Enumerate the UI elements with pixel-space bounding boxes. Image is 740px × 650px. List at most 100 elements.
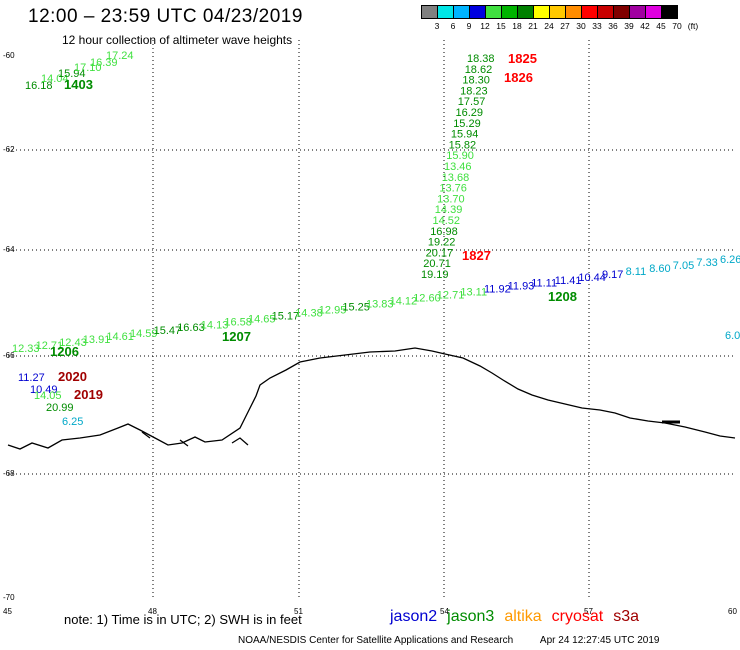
pass-time-label: 1825 bbox=[508, 51, 537, 66]
wave-height-label: 20.99 bbox=[46, 402, 74, 414]
wave-height-label: 6.0 bbox=[725, 330, 740, 342]
wave-height-label: 16.63 bbox=[177, 322, 205, 334]
wave-height-label: 17.10 bbox=[74, 62, 102, 74]
lat-label: -64 bbox=[3, 245, 15, 254]
lon-label: 51 bbox=[294, 607, 303, 616]
pass-time-label: 1826 bbox=[504, 70, 533, 85]
lat-label: -66 bbox=[3, 351, 15, 360]
wave-height-label: 13.11 bbox=[460, 287, 487, 299]
generated-timestamp: Apr 24 12:27:45 UTC 2019 bbox=[539, 635, 660, 646]
wave-height-label: 14.65 bbox=[248, 313, 276, 325]
wave-height-label: 6.25 bbox=[62, 416, 83, 428]
wave-height-label: 13.76 bbox=[439, 183, 467, 195]
wave-height-label: 14.12 bbox=[390, 296, 418, 308]
wave-height-label: 15.90 bbox=[446, 150, 474, 162]
wave-height-label: 13.68 bbox=[442, 172, 470, 184]
wave-height-label: 19.19 bbox=[421, 269, 449, 281]
legend-tick-27: 27 bbox=[560, 21, 570, 31]
pass-time-label: 1827 bbox=[462, 248, 491, 263]
lat-label: -62 bbox=[3, 145, 15, 154]
wave-height-label: 20.17 bbox=[426, 247, 454, 259]
lon-label: 45 bbox=[3, 607, 12, 616]
lon-label: 48 bbox=[148, 607, 157, 616]
legend-tick-33: 33 bbox=[592, 21, 602, 31]
wave-height-label: 14.04 bbox=[41, 73, 69, 85]
wave-height-label: 18.23 bbox=[460, 85, 488, 97]
credit-text: NOAA/NESDIS Center for Satellite Applica… bbox=[238, 635, 514, 646]
legend-tick-39: 39 bbox=[624, 21, 634, 31]
wave-height-label: 12.71 bbox=[437, 290, 465, 302]
wave-height-label: 16.29 bbox=[456, 107, 484, 119]
coastline-inlet bbox=[141, 431, 249, 447]
wave-height-label: 20.71 bbox=[423, 258, 451, 270]
pass-time-label: 1207 bbox=[222, 329, 251, 344]
lat-label: -70 bbox=[3, 593, 15, 602]
lon-label: 60 bbox=[728, 607, 737, 616]
legend-tick-36: 36 bbox=[608, 21, 618, 31]
wave-height-label: 14.59 bbox=[130, 328, 158, 340]
wave-height-label: 14.13 bbox=[201, 319, 229, 331]
pass-time-label: 1206 bbox=[50, 344, 79, 359]
color-legend: 3 6 9 12 15 18 21 24 27 30 33 36 39 42 45 70 (ft) bbox=[421, 5, 740, 31]
wave-height-label: 11.27 bbox=[18, 372, 45, 384]
satellite-legend: jason2 jason3 altika cryosat s3a bbox=[390, 608, 649, 626]
lat-label: -68 bbox=[3, 469, 15, 478]
pass-time-label: 1403 bbox=[64, 77, 93, 92]
wave-height-label: 12.60 bbox=[413, 293, 441, 305]
legend-tick-21: 21 bbox=[528, 21, 538, 31]
lon-label: 57 bbox=[584, 607, 593, 616]
wave-height-label: 12.95 bbox=[319, 304, 347, 316]
legend-tick-9: 9 bbox=[466, 21, 472, 31]
legend-tick-30: 30 bbox=[576, 21, 586, 31]
wave-height-label: 10.44 bbox=[578, 272, 606, 284]
wave-height-label: 15.94 bbox=[58, 68, 86, 80]
pass-time-label: 2020 bbox=[58, 369, 87, 384]
wave-height-label: 11.92 bbox=[484, 284, 511, 296]
coastline bbox=[7, 347, 736, 450]
legend-swatches bbox=[421, 5, 740, 19]
legend-tick-12: 12 bbox=[480, 21, 490, 31]
wave-height-label: 7.05 bbox=[673, 260, 694, 272]
wave-height-label: 11.11 bbox=[531, 278, 557, 290]
footer-note: note: 1) Time is in UTC; 2) SWH is in fe… bbox=[64, 612, 302, 627]
wave-height-label: 18.38 bbox=[467, 53, 495, 65]
legend-ticks: 3 6 9 12 15 18 21 24 27 30 33 36 39 42 45 70 (ft) bbox=[421, 19, 740, 31]
wave-height-label: 17.57 bbox=[458, 96, 486, 108]
wave-height-label: 15.29 bbox=[453, 118, 481, 130]
lon-label: 54 bbox=[440, 607, 449, 616]
legend-unit: (ft) bbox=[687, 21, 699, 31]
wave-height-label: 10.49 bbox=[30, 384, 58, 396]
wave-height-label: 15.94 bbox=[451, 129, 479, 141]
wave-height-label: 11.93 bbox=[508, 281, 535, 293]
wave-height-label: 16.98 bbox=[430, 226, 458, 238]
wave-height-label: 14.52 bbox=[433, 215, 461, 227]
legend-tick-42: 42 bbox=[640, 21, 650, 31]
wave-height-label: 13.46 bbox=[444, 161, 472, 173]
lat-label: -60 bbox=[3, 51, 15, 60]
wave-height-label: 18.30 bbox=[462, 75, 490, 87]
legend-tick-45: 45 bbox=[656, 21, 666, 31]
wave-height-label: 13.70 bbox=[437, 193, 465, 205]
wave-height-label: 16.18 bbox=[25, 80, 53, 92]
pass-time-label: 1208 bbox=[548, 289, 577, 304]
credit-line: NOAA/NESDIS Center for Satellite Applica… bbox=[238, 635, 659, 646]
wave-height-label: 19.22 bbox=[428, 237, 456, 249]
legend-swatch-70 bbox=[661, 5, 678, 19]
wave-height-labels: 16.1814.0415.9417.1016.3917.24140318.381… bbox=[12, 50, 740, 428]
wave-height-label: 12.43 bbox=[59, 337, 87, 349]
wave-height-label: 18.62 bbox=[465, 64, 493, 76]
wave-height-label: 13.83 bbox=[366, 299, 394, 311]
wave-height-label: 14.05 bbox=[34, 390, 62, 402]
wave-height-label: 16.39 bbox=[90, 57, 118, 69]
wave-height-label: 12.71 bbox=[36, 340, 64, 352]
legend-tick-3: 3 bbox=[434, 21, 440, 31]
wave-height-label: 15.47 bbox=[154, 325, 182, 337]
legend-tick-18: 18 bbox=[512, 21, 522, 31]
wave-height-label: 14.61 bbox=[106, 331, 134, 343]
legend-tick-15: 15 bbox=[496, 21, 506, 31]
satellite-jason2: jason2 bbox=[390, 608, 438, 625]
map-subtitle: 12 hour collection of altimeter wave hei… bbox=[62, 33, 293, 47]
map-title: 12:00 – 23:59 UTC 04/23/2019 bbox=[28, 6, 303, 27]
wave-height-label: 14.38 bbox=[295, 307, 323, 319]
